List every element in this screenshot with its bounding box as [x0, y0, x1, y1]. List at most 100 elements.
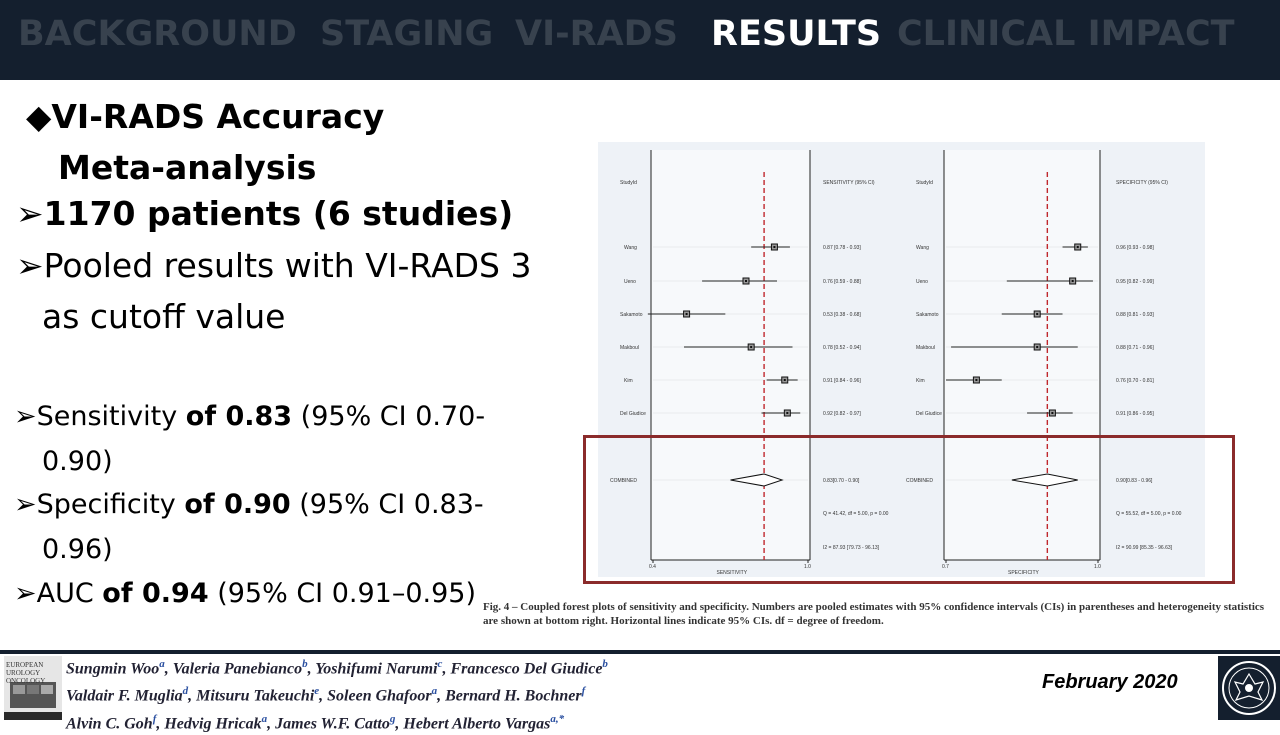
author-name: , Valeria Panebianco: [164, 660, 303, 678]
arrow-bullet-icon: ➢: [14, 401, 37, 432]
affiliation-mark: a: [261, 712, 268, 725]
left-point-center: [783, 379, 786, 381]
author-name: Alvin C. Goh: [66, 714, 153, 732]
heading-line-1: ◆VI-RADS Accuracy: [26, 97, 384, 136]
combined-highlight-box: [583, 435, 1235, 584]
university-seal-logo: [1218, 656, 1280, 720]
tab-clinical-impact[interactable]: CLINICAL IMPACT: [897, 14, 1235, 54]
author-name: , Hebert Alberto Vargas: [395, 714, 551, 732]
left-study-header: StudyId: [620, 180, 637, 186]
journal-cover-icon: [4, 656, 62, 720]
right-study-name: Wang: [916, 245, 929, 251]
right-plot-area: [944, 150, 1100, 560]
author-name: Sungmin Woo: [66, 660, 160, 678]
bullet-pooled: ➢Pooled results with VI-RADS 3: [16, 246, 531, 285]
right-q-stat: Q = 55.52, df = 5.00, p = 0.00: [1116, 511, 1182, 517]
left-study-stat: 0.78 [0.52 - 0.94]: [823, 345, 861, 351]
right-point-center: [1076, 246, 1079, 248]
right-combined-label: COMBINED: [906, 478, 933, 484]
affiliation-mark: f: [152, 712, 157, 725]
author-name: , Mitsuru Takeuchi: [188, 687, 315, 705]
heading-line-2: Meta-analysis: [58, 148, 317, 187]
left-stat-header: SENSITIVITY (95% CI): [823, 180, 875, 186]
affiliation-mark: g: [389, 712, 396, 725]
tab-vi-rads[interactable]: VI-RADS: [515, 14, 678, 54]
bullet-specificity: ➢Specificity of 0.90 (95% CI 0.83-: [14, 489, 484, 520]
bullet-pooled-text: Pooled results with VI-RADS 3: [43, 246, 532, 285]
left-tick-label: 1.0: [804, 564, 811, 570]
right-combined-diamond: [1011, 473, 1078, 487]
author-name: , Hedvig Hricak: [156, 714, 262, 732]
bullet-patients-text: 1170 patients (6 studies): [43, 194, 514, 233]
affiliation-mark: a: [431, 685, 438, 698]
journal-cover-thumbnail: EUROPEAN UROLOGY ONCOLOGY: [4, 656, 62, 720]
diamond-bullet-icon: ◆: [26, 97, 52, 136]
publication-date: February 2020: [1042, 671, 1178, 693]
author-line-1: Sungmin Wooa, Valeria Panebiancob, Yoshi…: [66, 653, 608, 680]
affiliation-mark: b: [602, 658, 608, 670]
left-combined-stat: 0.83[0.70 - 0.90]: [823, 478, 860, 484]
right-study-name: Makboul: [916, 345, 935, 351]
journal-title: EUROPEAN UROLOGY ONCOLOGY: [6, 661, 46, 685]
auc-ci: (95% CI 0.91–0.95): [208, 578, 476, 609]
right-study-name: Ueno: [916, 279, 928, 285]
right-point-center: [1036, 313, 1039, 315]
left-study-stat: 0.76 [0.59 - 0.88]: [823, 279, 861, 285]
affiliation-mark: c: [437, 658, 443, 670]
right-tick-label: 0.7: [942, 564, 949, 570]
right-combined-stat: 0.90[0.83 - 0.96]: [1116, 478, 1153, 484]
left-study-stat: 0.92 [0.82 - 0.97]: [823, 411, 861, 417]
author-name: , Soleen Ghafoor: [319, 687, 432, 705]
seal-icon: [1222, 661, 1276, 715]
heading-text: VI-RADS Accuracy: [51, 97, 385, 136]
right-axis-label: SPECIFICITY: [1008, 570, 1040, 576]
tab-background[interactable]: BACKGROUND: [18, 14, 297, 54]
right-point-center: [975, 379, 978, 381]
right-study-stat: 0.88 [0.71 - 0.96]: [1116, 345, 1154, 351]
specificity-ci: (95% CI 0.83-: [290, 489, 484, 520]
arrow-bullet-icon: ➢: [16, 194, 44, 233]
right-point-center: [1036, 346, 1039, 348]
left-point-center: [685, 313, 688, 315]
right-study-name: Sakamoto: [916, 312, 939, 318]
left-combined-diamond: [730, 473, 784, 487]
left-point-center: [786, 412, 789, 414]
affiliation-mark: e: [314, 685, 320, 698]
left-study-stat: 0.87 [0.78 - 0.93]: [823, 245, 861, 251]
tab-staging[interactable]: STAGING: [320, 14, 494, 54]
left-point-center: [773, 246, 776, 248]
left-tick-label: 0.4: [649, 564, 656, 570]
author-line-2: Valdair F. Mugliad, Mitsuru Takeuchie, S…: [66, 680, 608, 707]
left-axis-label: SENSITIVITY: [717, 570, 748, 576]
auc-label: AUC: [36, 578, 103, 609]
left-study-name: Ueno: [624, 279, 636, 285]
arrow-bullet-icon: ➢: [14, 489, 37, 520]
author-name: , Francesco Del Giudice: [442, 660, 603, 678]
tab-results[interactable]: RESULTS: [711, 14, 882, 54]
left-q-stat: Q = 41.42, df = 5.00, p = 0.00: [823, 511, 889, 517]
author-name: , James W.F. Catto: [267, 714, 390, 732]
right-tick-label: 1.0: [1094, 564, 1101, 570]
right-study-name: Kim: [916, 378, 925, 384]
figure-caption: Fig. 4 – Coupled forest plots of sensiti…: [483, 601, 1265, 627]
author-list: Sungmin Wooa, Valeria Panebiancob, Yoshi…: [66, 653, 608, 735]
right-point-center: [1071, 280, 1074, 282]
bullet-auc: ➢AUC of 0.94 (95% CI 0.91–0.95): [14, 578, 476, 609]
forest-plot-figure: StudyId SENSITIVITY (95% CI) Wang 0.87 [0.7…: [598, 142, 1205, 577]
author-name: , Bernard H. Bochner: [437, 687, 582, 705]
sensitivity-value: of 0.83: [185, 401, 293, 432]
bullet-pooled-line-2: as cutoff value: [42, 297, 286, 336]
affiliation-mark: a,*: [550, 712, 565, 725]
left-study-name: Sakamoto: [620, 312, 643, 318]
left-study-name: Makboul: [620, 345, 639, 351]
right-study-stat: 0.88 [0.81 - 0.93]: [1116, 312, 1154, 318]
sensitivity-ci-line-2: 0.90): [42, 446, 113, 477]
left-study-name: Wang: [624, 245, 637, 251]
left-point-center: [750, 346, 753, 348]
left-study-stat: 0.53 [0.38 - 0.68]: [823, 312, 861, 318]
left-i2-stat: I2 = 87.93 [79.73 - 96.13]: [823, 545, 880, 551]
auc-value: of 0.94: [102, 578, 209, 609]
footer-divider: [0, 650, 1280, 654]
author-name: Valdair F. Muglia: [66, 687, 183, 705]
author-line-3: Alvin C. Gohf, Hedvig Hricaka, James W.F…: [66, 708, 608, 735]
